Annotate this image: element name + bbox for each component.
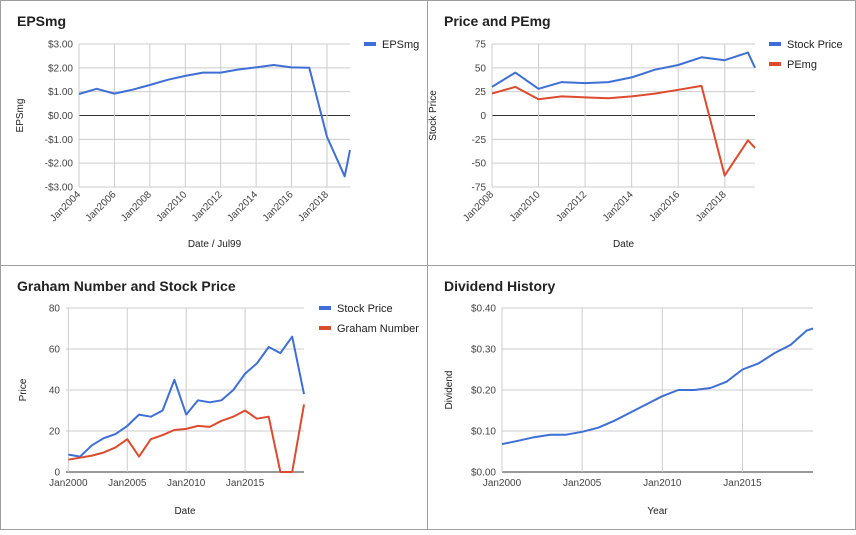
series-line-stock-price (68, 335, 305, 458)
legend-swatch (319, 306, 331, 310)
y-tick-label: 50 (475, 63, 487, 74)
y-tick-label: $1.00 (48, 87, 73, 98)
y-axis-title: Price (18, 378, 29, 401)
x-tick-label: Jan2000 (483, 478, 522, 489)
y-tick-label: $0.00 (48, 111, 73, 122)
chart-title: Dividend History (444, 278, 555, 294)
legend-label: PEmg (787, 59, 817, 71)
legend-swatch (364, 42, 376, 46)
legend-swatch (769, 42, 781, 46)
y-tick-label: 20 (49, 427, 61, 438)
x-tick-label: Jan2014 (225, 189, 260, 224)
y-tick-label: -25 (472, 135, 487, 146)
y-tick-label: -$1.00 (45, 135, 74, 146)
x-tick-label: Jan2004 (48, 189, 83, 224)
x-tick-label: Jan2015 (226, 478, 265, 489)
series-line-dividend (501, 327, 814, 446)
chart-graham-number: Graham Number and Stock Price806040200Ja… (17, 278, 419, 517)
legend-swatch (769, 62, 781, 66)
x-tick-label: Jan2018 (694, 189, 729, 224)
y-tick-label: -$3.00 (45, 183, 74, 194)
x-tick-label: Jan2010 (167, 478, 206, 489)
x-tick-label: Jan2008 (119, 189, 154, 224)
chart-epsmg: EPSmg $3.00 $2.00 $1.00 $0.00 -$1.00 -$2.00 -$3… (15, 13, 419, 250)
chart-panel-dividend: Dividend History $0.40 $0.30 $0.20 $0.10 $0.0… (427, 265, 856, 530)
y-tick-label: -$2.00 (45, 159, 74, 170)
x-tick-label: Jan2005 (108, 478, 147, 489)
x-axis-title: Date / Jul99 (188, 239, 242, 250)
x-tick-label: Jan2008 (461, 189, 496, 224)
y-tick-label: 40 (49, 386, 61, 397)
legend-label: Graham Number (337, 323, 419, 335)
y-axis-title: Stock Price (428, 90, 439, 141)
legend-swatch (319, 326, 331, 330)
chart-title: Graham Number and Stock Price (17, 278, 236, 294)
legend-label: Stock Price (787, 39, 843, 51)
x-tick-label: Jan2014 (601, 189, 636, 224)
series-line-epsmg (78, 64, 351, 178)
x-tick-label: Jan2006 (84, 189, 119, 224)
legend-label: EPSmg (382, 39, 419, 51)
x-tick-label: Jan2000 (49, 478, 88, 489)
y-tick-label: $0.10 (471, 427, 496, 438)
y-tick-label: 0 (54, 468, 60, 479)
chart-title: Price and PEmg (444, 13, 551, 29)
y-axis-title: EPSmg (15, 99, 26, 133)
x-tick-label: Jan2016 (647, 189, 682, 224)
chart-panel-graham: Graham Number and Stock Price 80 60 40 20 0 Ja… (0, 265, 428, 530)
y-tick-label: $0.00 (471, 468, 496, 479)
x-tick-label: Jan2018 (296, 189, 331, 224)
y-tick-label: $2.00 (48, 63, 73, 74)
x-tick-label: Jan2015 (723, 478, 762, 489)
y-tick-label: $0.40 (471, 304, 496, 315)
y-tick-label: 25 (475, 87, 487, 98)
y-tick-label: $0.30 (471, 345, 496, 356)
x-tick-label: Jan2012 (554, 189, 589, 224)
x-tick-label: Jan2005 (563, 478, 602, 489)
chart-panel-price-pemg: Price and PEmg 75 50 25 0 -25 -50 -75 Jan2008 Jan… (427, 0, 856, 266)
y-tick-label: 60 (49, 345, 61, 356)
y-tick-label: $3.00 (48, 40, 73, 51)
series-line-stock-price (491, 51, 756, 90)
x-tick-label: Jan2010 (508, 189, 543, 224)
y-tick-label: $0.20 (471, 386, 496, 397)
chart-dividend-history: Dividend History $0.40 $0.30 $0.20 $0.10 $0.0… (444, 278, 814, 517)
x-tick-label: Jan2016 (261, 189, 296, 224)
chart-panel-epsmg: EPSmg $3.00 $2.00 $1.00 $0.00 -$1.00 -$2.00 -$3… (0, 0, 428, 266)
series-line-graham-number (68, 404, 305, 473)
y-tick-label: -75 (472, 183, 487, 194)
x-tick-label: Jan2012 (190, 189, 225, 224)
y-axis-title: Dividend (444, 371, 455, 410)
x-axis-title: Date (613, 239, 635, 250)
legend-label: Stock Price (337, 303, 393, 315)
x-tick-label: Jan2010 (154, 189, 189, 224)
y-tick-label: 75 (475, 40, 487, 51)
x-tick-label: Jan2010 (643, 478, 682, 489)
series-line-pemg (491, 84, 756, 177)
chart-title: EPSmg (17, 13, 66, 29)
x-axis-title: Date (174, 506, 196, 517)
x-axis-title: Year (647, 506, 668, 517)
y-tick-label: 80 (49, 304, 61, 315)
y-tick-label: 0 (480, 111, 486, 122)
y-tick-label: -50 (472, 159, 487, 170)
